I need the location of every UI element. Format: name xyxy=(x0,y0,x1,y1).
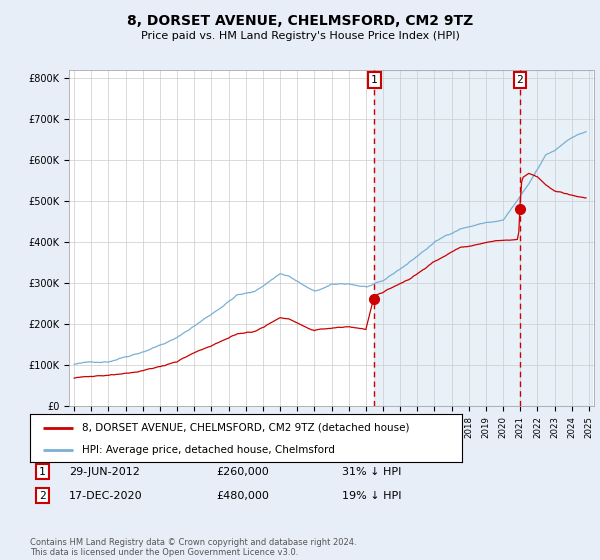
Bar xyxy=(374,70,592,406)
Text: 2: 2 xyxy=(39,491,46,501)
Text: 19% ↓ HPI: 19% ↓ HPI xyxy=(342,491,401,501)
Text: 1: 1 xyxy=(39,466,46,477)
Text: 31% ↓ HPI: 31% ↓ HPI xyxy=(342,466,401,477)
Text: 29-JUN-2012: 29-JUN-2012 xyxy=(69,466,140,477)
Text: 1: 1 xyxy=(371,75,378,85)
Text: HPI: Average price, detached house, Chelmsford: HPI: Average price, detached house, Chel… xyxy=(82,445,335,455)
Text: 8, DORSET AVENUE, CHELMSFORD, CM2 9TZ (detached house): 8, DORSET AVENUE, CHELMSFORD, CM2 9TZ (d… xyxy=(82,423,409,433)
Text: Contains HM Land Registry data © Crown copyright and database right 2024.
This d: Contains HM Land Registry data © Crown c… xyxy=(30,538,356,557)
Text: 2: 2 xyxy=(517,75,523,85)
Text: £260,000: £260,000 xyxy=(216,466,269,477)
Text: Price paid vs. HM Land Registry's House Price Index (HPI): Price paid vs. HM Land Registry's House … xyxy=(140,31,460,41)
Text: 17-DEC-2020: 17-DEC-2020 xyxy=(69,491,143,501)
Text: 8, DORSET AVENUE, CHELMSFORD, CM2 9TZ: 8, DORSET AVENUE, CHELMSFORD, CM2 9TZ xyxy=(127,14,473,28)
Text: £480,000: £480,000 xyxy=(216,491,269,501)
